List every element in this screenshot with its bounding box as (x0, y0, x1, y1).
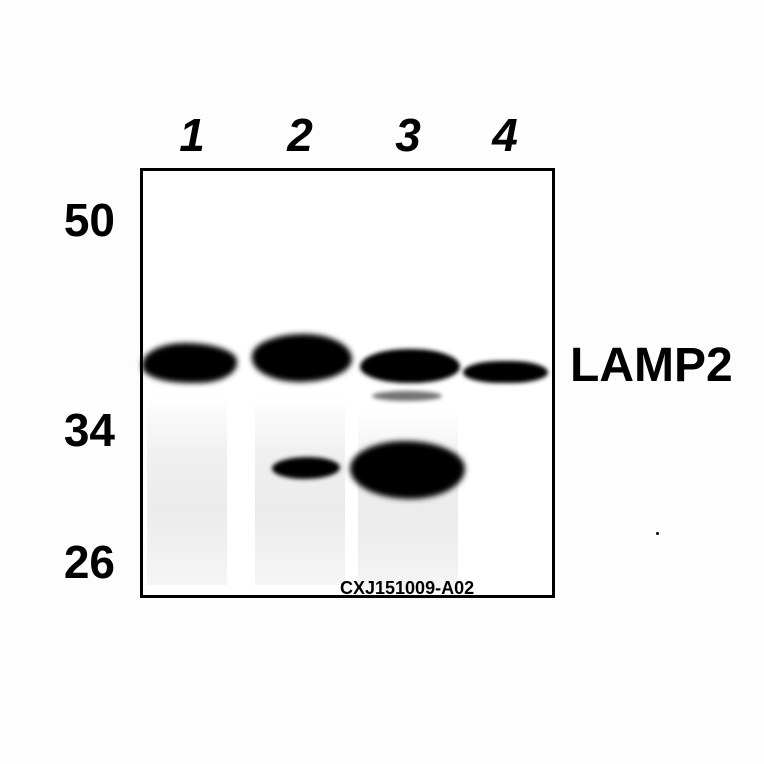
band-lane-3 (360, 349, 460, 383)
band-lane-3 (372, 391, 442, 401)
lane-smear (147, 395, 227, 585)
band-lane-2 (252, 334, 352, 382)
band-lane-4 (463, 361, 548, 383)
protein-label: LAMP2 (570, 338, 733, 393)
lane-label-4: 4 (485, 108, 525, 162)
lane-smear (255, 395, 345, 585)
mw-marker-50: 50 (0, 193, 115, 247)
mw-marker-34: 34 (0, 403, 115, 457)
lane-label-2: 2 (280, 108, 320, 162)
stray-dot (656, 532, 659, 535)
mw-marker-26: 26 (0, 535, 115, 589)
band-lane-3 (350, 441, 465, 499)
lane-label-3: 3 (388, 108, 428, 162)
band-lane-1 (142, 343, 237, 383)
lane-smear (358, 410, 458, 590)
lane-label-1: 1 (172, 108, 212, 162)
